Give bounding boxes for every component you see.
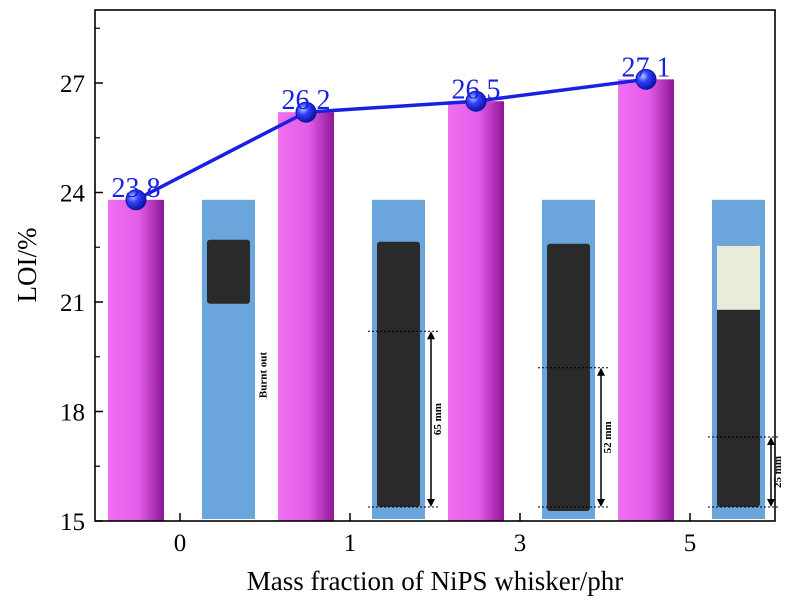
series-point xyxy=(635,68,657,90)
series-point xyxy=(125,189,147,211)
x-axis: 0 1 3 5 xyxy=(174,513,697,557)
bar xyxy=(278,112,334,521)
y-tick-label: 21 xyxy=(60,290,85,317)
specimen xyxy=(717,245,760,508)
dim-arrow-head-up xyxy=(597,367,605,376)
y-axis: 15 18 21 24 27 xyxy=(60,27,103,536)
specimen-unburnt-end xyxy=(717,245,760,310)
x-tick-label: 0 xyxy=(174,530,187,557)
y-tick-label: 24 xyxy=(60,181,86,208)
x-tick-label: 1 xyxy=(344,530,357,557)
data-labels: 23.8 26.2 26.5 27.1 xyxy=(112,52,671,203)
y-tick-label: 18 xyxy=(60,400,85,427)
y-axis-title: LOI/% xyxy=(12,228,42,303)
dim-arrow-head-up xyxy=(427,331,435,340)
burn-length-note: 52 mm xyxy=(602,421,614,453)
specimen xyxy=(207,239,250,304)
dim-arrow-head-down xyxy=(767,499,775,507)
plot-frame xyxy=(94,9,776,522)
data-label: 27.1 xyxy=(622,52,671,83)
specimen-photos: Burnt out 65 mm 52 mm 25 mm xyxy=(202,199,784,520)
x-tick-label: 3 xyxy=(514,530,527,557)
data-label: 23.8 xyxy=(112,173,161,204)
series-point xyxy=(295,101,317,123)
bar xyxy=(108,199,164,522)
x-axis-title: Mass fraction of NiPS whisker/phr xyxy=(247,566,623,596)
y-tick-label: 15 xyxy=(60,509,85,536)
dim-arrow-head-down xyxy=(427,499,435,507)
specimen xyxy=(547,243,590,512)
x-tick-label: 5 xyxy=(684,530,697,557)
specimen xyxy=(377,241,420,508)
burn-length-note: 65 mm xyxy=(432,403,444,435)
series-line xyxy=(135,77,647,202)
y-tick-label: 27 xyxy=(60,71,85,98)
data-label: 26.5 xyxy=(452,74,501,105)
dim-arrow-head-down xyxy=(597,499,605,507)
data-label: 26.2 xyxy=(282,85,331,116)
burn-length-note: 25 mm xyxy=(772,456,784,488)
burnt-out-note: Burnt out xyxy=(258,352,270,398)
bars xyxy=(108,79,674,522)
dim-arrow-head-up xyxy=(767,437,775,446)
loi-line-series xyxy=(125,68,657,211)
series-point xyxy=(465,90,487,112)
bar xyxy=(448,101,504,521)
bar xyxy=(618,79,674,521)
